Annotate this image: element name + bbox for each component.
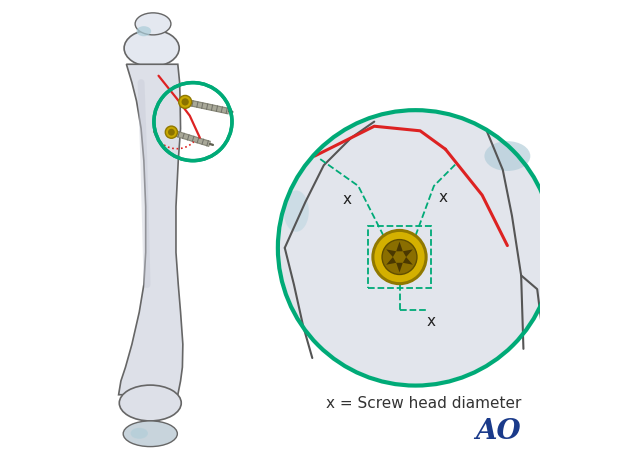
Circle shape	[168, 129, 175, 135]
Ellipse shape	[119, 385, 181, 421]
Text: AO: AO	[476, 418, 521, 445]
Ellipse shape	[283, 190, 309, 232]
Text: x: x	[342, 192, 351, 207]
Circle shape	[280, 112, 551, 384]
Circle shape	[182, 98, 188, 106]
Ellipse shape	[123, 421, 177, 447]
Circle shape	[166, 126, 177, 138]
Polygon shape	[386, 249, 396, 257]
Bar	[368, 226, 431, 288]
Ellipse shape	[484, 141, 530, 171]
Text: x = Screw head diameter: x = Screw head diameter	[326, 397, 521, 411]
Ellipse shape	[124, 30, 179, 67]
Ellipse shape	[136, 26, 151, 36]
Polygon shape	[403, 249, 413, 257]
Polygon shape	[396, 263, 403, 272]
Polygon shape	[118, 64, 183, 395]
Circle shape	[382, 240, 417, 274]
Polygon shape	[386, 257, 396, 265]
Polygon shape	[403, 257, 413, 265]
Polygon shape	[396, 242, 403, 251]
Text: x: x	[426, 314, 435, 329]
Ellipse shape	[131, 428, 148, 439]
Circle shape	[373, 230, 426, 284]
Circle shape	[179, 95, 192, 108]
Text: x: x	[438, 190, 448, 205]
Ellipse shape	[135, 13, 171, 35]
